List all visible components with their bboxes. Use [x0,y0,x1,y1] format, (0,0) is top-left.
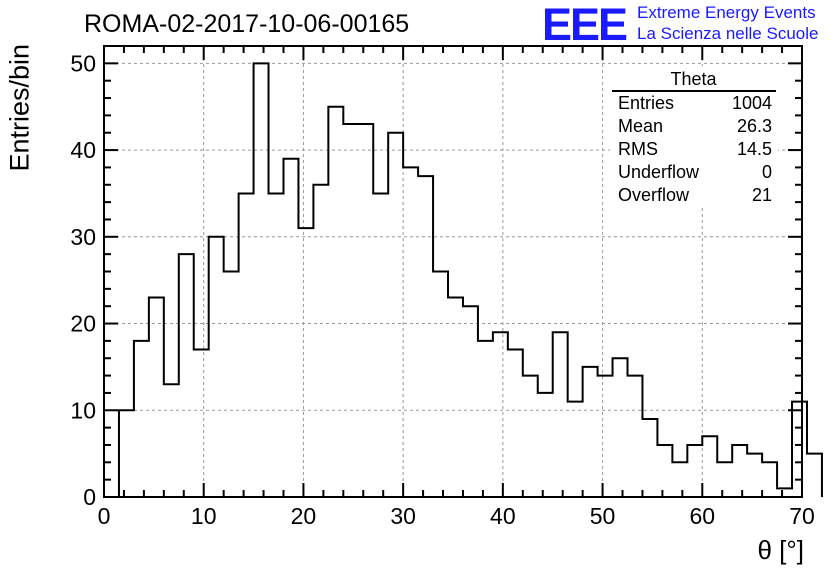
stats-label: Entries [618,93,675,113]
histogram-bin [478,341,493,497]
histogram-bin [508,350,523,497]
y-tick-label: 30 [70,224,96,250]
x-tick-label: 20 [291,503,317,529]
stats-value: 14.5 [736,139,772,159]
x-axis-label: θ [°] [757,535,804,565]
x-tick-label: 50 [590,503,616,529]
stats-title: Theta [670,69,717,89]
stats-box-bg [610,66,778,208]
eee-logo: EEE [542,0,628,50]
logo-line-2: La Scienza nelle Scuole [637,24,819,43]
histogram-bin [134,341,149,497]
histogram-bin [194,350,209,497]
stats-value: 21 [751,185,772,205]
histogram-bin [762,462,777,497]
stats-row-underflow: Underflow 0 [618,162,772,183]
histogram-bin [628,376,643,497]
histogram-bin [328,107,343,497]
histogram-bin [313,185,328,497]
histogram-bin [388,133,403,497]
histogram-bin [642,419,657,497]
histogram-bin [613,358,628,497]
chart-title: ROMA-02-2017-10-06-00165 [84,10,410,38]
histogram-bin [583,367,598,497]
histogram-outline [117,62,823,497]
histogram-bin [358,124,373,497]
histogram-bin [418,176,433,497]
histogram-bin [283,159,298,497]
stats-row-overflow: Overflow 21 [618,185,772,206]
x-tick-label: 40 [490,503,516,529]
histogram-bin [672,462,687,497]
x-tick-label: 70 [789,503,815,529]
stats-row-mean: Mean 26.3 [618,116,772,137]
x-tick-label: 60 [689,503,715,529]
histogram-bin [343,124,358,497]
histogram-bin [747,454,762,497]
histogram-bin [493,332,508,497]
histogram-bin [298,228,313,497]
logo-line-1: Extreme Energy Events [637,3,816,22]
histogram-bin [657,445,672,497]
histogram-bin [373,193,388,497]
x-tick-label: 30 [390,503,416,529]
histogram-bin [717,462,732,497]
histogram-bin [403,167,418,497]
histogram-bin [209,237,224,497]
x-tick-label: 0 [98,503,111,529]
stats-row-rms: RMS 14.5 [618,139,772,160]
histogram-bin [538,393,553,497]
y-tick-label: 0 [83,484,96,510]
histogram-bin [732,445,747,497]
histogram-bin [254,63,269,497]
histogram-bin [149,298,164,497]
histogram-bin [179,254,194,497]
histogram-bin [224,272,239,498]
histogram-bin [792,402,807,497]
histogram-bin [164,384,179,497]
histogram-bin [687,445,702,497]
stats-label: Overflow [618,185,690,205]
stats-label: Mean [618,116,664,136]
x-tick-label: 10 [191,503,217,529]
stats-value: 1004 [731,93,772,113]
histogram-bin [448,298,463,497]
y-tick-label: 50 [70,50,96,76]
stats-value: 0 [761,162,772,182]
y-tick-label: 20 [70,311,96,337]
histogram-bin [553,332,568,497]
histogram-bin [598,376,613,497]
histogram-bin [568,402,583,497]
stats-row-entries: Entries 1004 [618,93,772,114]
histogram-bin [119,410,134,497]
histogram-bin [807,454,822,497]
y-tick-label: 40 [70,137,96,163]
histogram-bin [702,436,717,497]
histogram-bin [523,376,538,497]
histogram-bin [433,272,448,498]
stats-label: Underflow [618,162,700,182]
stats-label: RMS [618,139,658,159]
histogram-bin [777,488,792,497]
stats-value: 26.3 [736,116,772,136]
histogram-bin [269,193,284,497]
histogram-bin [239,193,254,497]
histogram-bin [463,306,478,497]
y-tick-label: 10 [70,397,96,423]
